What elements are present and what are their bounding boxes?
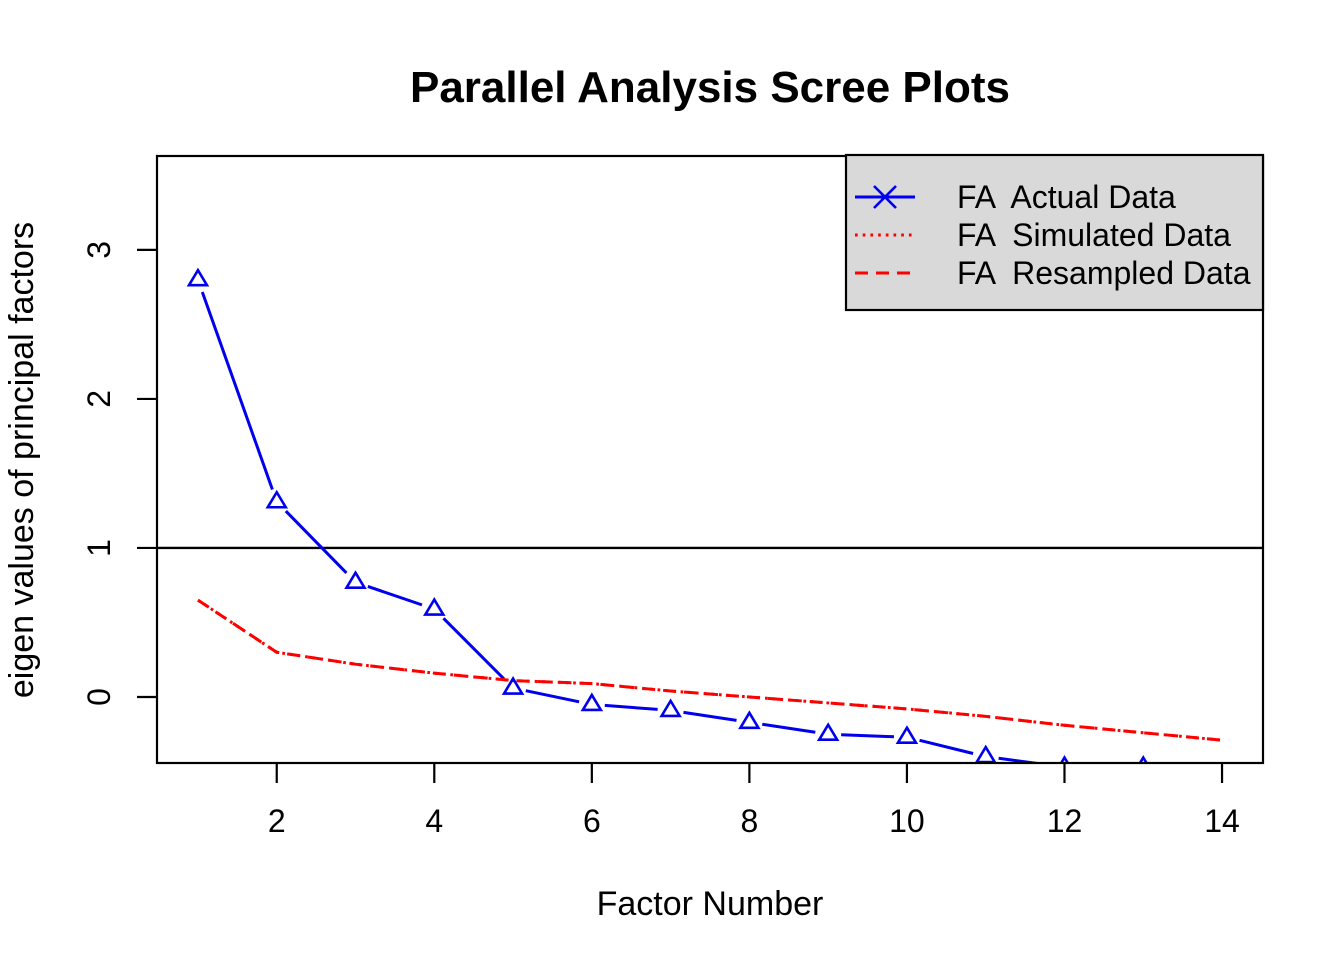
triangle-marker-icon: [816, 722, 840, 742]
x-tick-label: 4: [425, 803, 443, 839]
triangle-marker-icon: [580, 692, 604, 712]
series-segment-0: [683, 710, 737, 722]
legend-label-actual: FA Actual Data: [957, 179, 1176, 215]
series-segment-0: [200, 291, 274, 490]
x-tick-label: 6: [583, 803, 601, 839]
legend-x-marker-icon: [873, 185, 897, 209]
series-segment-0: [841, 733, 895, 739]
y-tick-label: 1: [81, 539, 117, 557]
plot-data-area: [157, 267, 1263, 773]
chart-title: Parallel Analysis Scree Plots: [410, 63, 1010, 112]
triangle-marker-icon: [501, 676, 525, 695]
y-tick-label: 2: [81, 390, 117, 408]
legend-label-simulated: FA Simulated Data: [957, 217, 1231, 253]
series-segment-0: [919, 738, 974, 755]
x-tick-label: 12: [1047, 803, 1083, 839]
series-segment-0: [442, 617, 505, 680]
triangle-marker-icon: [1138, 754, 1149, 763]
triangle-marker-icon: [344, 570, 367, 590]
triangle-marker-icon: [265, 489, 289, 509]
legend-item-actual: FA Actual Data: [855, 179, 1176, 215]
series-segment-0: [762, 722, 816, 734]
legend-box: [844, 153, 1265, 312]
y-tick-label: 0: [81, 688, 117, 706]
legend-item-simulated: FA Simulated Data: [855, 217, 1231, 253]
series-segment-0: [1156, 768, 1209, 773]
x-tick-label: 8: [740, 803, 758, 839]
legend: FA Actual Data FA Simulated Data FA Resa…: [844, 153, 1265, 312]
plot-border: [155, 154, 1265, 765]
series-segment-0: [367, 584, 423, 607]
x-tick-label: 2: [268, 803, 286, 839]
series-line-2: [197, 598, 1223, 742]
series-segment-0: [604, 703, 658, 711]
y-tick-label: 3: [81, 241, 117, 259]
x-axis-title: Factor Number: [597, 885, 824, 923]
triangle-marker-icon: [186, 267, 210, 287]
series-segment-0: [998, 756, 1046, 763]
legend-label-resampled: FA Resampled Data: [957, 255, 1251, 291]
triangle-marker-icon: [659, 698, 682, 718]
triangle-marker-icon: [738, 710, 761, 730]
x-tick-label: 10: [889, 803, 925, 839]
series-line-1: [197, 598, 1223, 742]
triangle-marker-icon: [974, 744, 997, 763]
x-tick-label: 14: [1204, 803, 1240, 839]
series-segment-0: [525, 689, 580, 704]
triangle-marker-icon: [895, 725, 919, 745]
series-segment-0: [284, 509, 348, 574]
triangle-marker-icon: [422, 597, 446, 616]
legend-item-resampled: FA Resampled Data: [855, 255, 1251, 291]
y-axis-title: eigen values of principal factors: [3, 222, 41, 698]
